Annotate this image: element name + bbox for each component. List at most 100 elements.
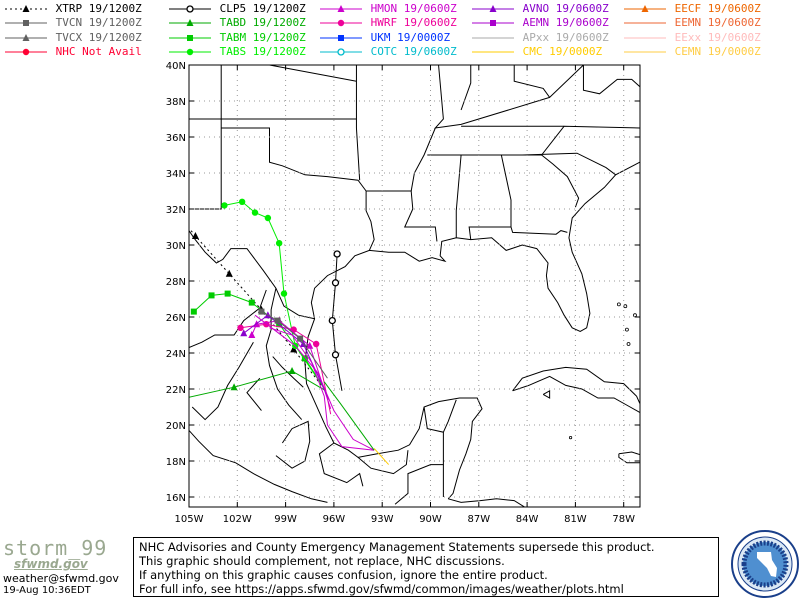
legend-entry: EExx 19/0600Z xyxy=(622,30,761,44)
legend-entry: TABS 19/1200Z xyxy=(167,45,306,58)
track-point xyxy=(301,355,308,362)
contact-email[interactable]: weather@sfwmd.gov xyxy=(3,572,119,585)
lon-tick-label: 99W xyxy=(274,514,297,525)
legend-entry: TVCN 19/1200Z xyxy=(3,17,142,29)
disclaimer-line: If anything on this graphic causes confu… xyxy=(139,568,548,582)
track-point xyxy=(297,335,304,342)
legend-entry: CMC 19/0000Z xyxy=(470,44,603,58)
track-point xyxy=(248,299,255,306)
track-xtrp xyxy=(126,155,325,390)
legend-entry: TVCX 19/1200Z xyxy=(3,30,142,44)
legend-entry: AVNO 19/0600Z xyxy=(470,3,609,15)
lon-tick-label: 93W xyxy=(371,514,394,525)
track-point xyxy=(221,202,228,209)
legend-swatch-icon xyxy=(320,20,362,27)
legend-swatch-icon xyxy=(5,5,47,12)
legend-label: CMC 19/0000Z xyxy=(516,44,603,58)
legend-swatch-icon xyxy=(169,19,211,27)
lat-tick-label: 22N xyxy=(166,385,186,396)
legend-entry: CLP5 19/1200Z xyxy=(167,3,306,15)
legend-swatch-icon xyxy=(169,5,211,13)
lon-tick-label: 81W xyxy=(564,514,587,525)
legend-label: HWRF 19/0600Z xyxy=(364,16,457,30)
lat-tick-label: 16N xyxy=(166,493,186,504)
model-tracks xyxy=(91,155,390,465)
legend-label: APxx 19/0600Z xyxy=(516,30,609,44)
legend-entry: COTC 19/0600Z xyxy=(318,44,457,58)
track-point xyxy=(290,345,298,353)
legend-label: EECF 19/0600Z xyxy=(668,2,761,15)
legend-label: EEMN 19/0600Z xyxy=(668,16,761,30)
ensemble-line xyxy=(373,448,390,465)
timestamp: 19-Aug 10:36EDT xyxy=(3,585,91,596)
lat-lon-grid xyxy=(189,65,640,507)
track-point xyxy=(208,292,215,299)
ensemble-line xyxy=(323,381,375,451)
legend-entry: CEMN 19/0000Z xyxy=(622,44,761,58)
legend-label: TVCN 19/1200Z xyxy=(49,16,142,30)
lat-tick-label: 40N xyxy=(166,61,186,72)
ensemble-line xyxy=(269,327,375,451)
legend-label: TABD 19/1200Z xyxy=(213,16,306,30)
legend-label: TVCX 19/1200Z xyxy=(49,30,142,44)
lat-tick-label: 38N xyxy=(166,97,186,108)
legend-label: COTC 19/0600Z xyxy=(364,44,457,58)
lat-tick-label: 20N xyxy=(166,421,186,432)
track-point xyxy=(126,155,133,162)
axis-ticks: 40N 38N 36N 34N 32N 30N 28N 26N 24N 22N 20N 18N 16N 1… xyxy=(166,61,640,525)
lon-tick-label: 78W xyxy=(612,514,635,525)
lon-tick-label: 96W xyxy=(323,514,346,525)
track-point xyxy=(312,340,320,348)
track-point xyxy=(331,279,340,287)
legend-label: UKM 19/0000Z xyxy=(364,30,451,44)
legend-entry: EEMN 19/0600Z xyxy=(622,17,761,29)
legend-label: CLP5 19/1200Z xyxy=(213,2,306,15)
track-point xyxy=(160,192,167,199)
basemap xyxy=(189,65,640,507)
map-frame xyxy=(188,64,641,508)
legend-swatch-icon xyxy=(472,20,514,27)
lon-tick-label: 105W xyxy=(175,514,204,525)
lon-tick-label: 102W xyxy=(223,514,252,525)
brand-logo-sub: sfwmd.gov xyxy=(14,557,88,571)
legend-swatch-icon xyxy=(5,48,47,56)
ensemble-line xyxy=(254,314,375,451)
track-point xyxy=(224,290,231,297)
legend-entry: TABM 19/1200Z xyxy=(167,30,306,44)
legend-swatch-icon xyxy=(5,33,47,41)
disclaimer-line: NHC Advisories and County Emergency Mana… xyxy=(139,540,655,554)
legend-label: HMON 19/0600Z xyxy=(364,2,457,15)
legend-swatch-icon xyxy=(169,34,211,41)
lat-tick-label: 30N xyxy=(166,241,186,252)
legend-label: CEMN 19/0000Z xyxy=(668,44,761,58)
legend-swatch-icon xyxy=(472,37,514,39)
water-management-seal-icon xyxy=(731,530,799,598)
track-clp5 xyxy=(328,250,343,391)
track-tabs xyxy=(221,198,327,392)
legend-label: TABM 19/1200Z xyxy=(213,30,306,44)
track-point xyxy=(275,240,283,247)
track-point xyxy=(248,331,256,338)
lat-tick-label: 18N xyxy=(166,457,186,468)
legend-swatch-icon xyxy=(624,37,666,39)
legend-label: EExx 19/0600Z xyxy=(668,30,761,44)
track-point xyxy=(288,367,296,374)
legend-label: NHC Not Avail xyxy=(49,44,142,58)
track-point xyxy=(331,351,340,359)
track-point xyxy=(280,290,288,297)
lat-tick-label: 32N xyxy=(166,205,186,216)
legend-entry: APxx 19/0600Z xyxy=(470,30,609,44)
disclaimer-line[interactable]: For full info, see https://apps.sfwmd.go… xyxy=(139,582,624,596)
track-point xyxy=(136,372,143,379)
track-point xyxy=(191,232,199,239)
legend-swatch-icon xyxy=(624,22,666,24)
track-point xyxy=(306,341,314,349)
legend-entry: HWRF 19/0600Z xyxy=(318,17,457,29)
legend-label: AVNO 19/0600Z xyxy=(516,2,609,15)
track-point xyxy=(264,214,272,222)
track-point xyxy=(91,338,98,345)
legend-label: AEMN 19/0600Z xyxy=(516,16,609,30)
lat-tick-label: 26N xyxy=(166,313,186,324)
lat-tick-label: 24N xyxy=(166,349,186,360)
